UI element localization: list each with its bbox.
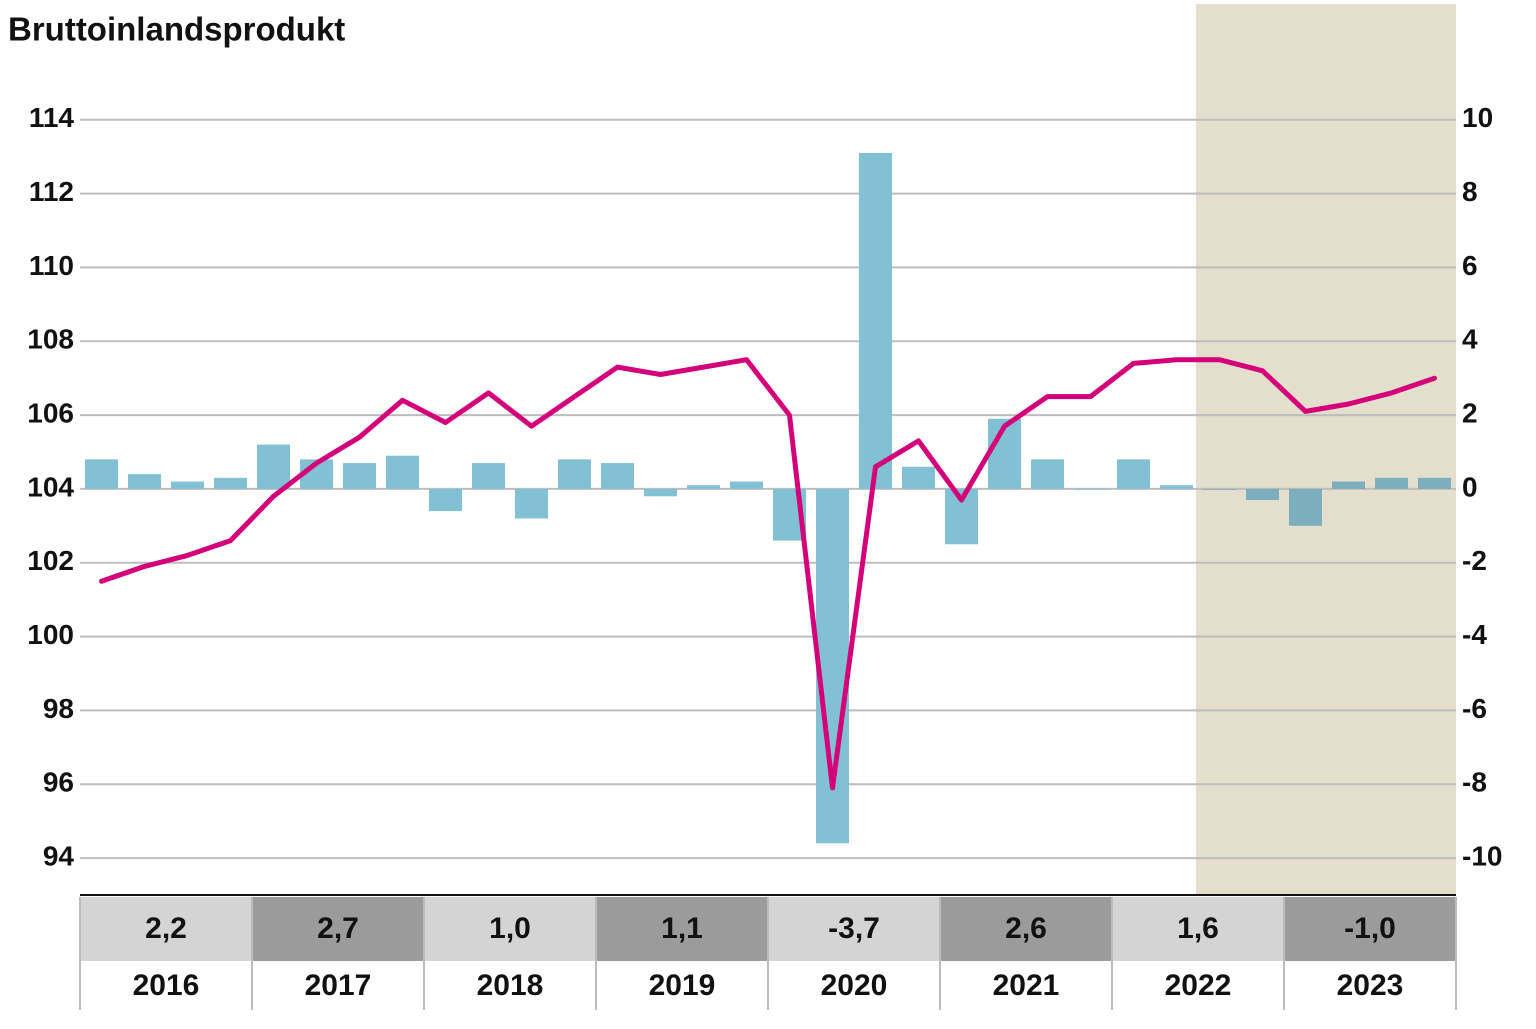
annual-value-label: 1,6 — [1177, 912, 1219, 945]
bar — [429, 488, 462, 512]
bar — [730, 481, 763, 489]
annual-value-label: -3,7 — [828, 912, 880, 945]
y2-tick-label: -8 — [1462, 767, 1487, 798]
line — [99, 357, 1437, 791]
bar — [1418, 477, 1451, 489]
year-label: 2016 — [133, 969, 200, 1002]
bar — [902, 466, 935, 489]
bar — [1203, 488, 1236, 490]
y-tick-label: 94 — [43, 840, 75, 871]
annual-value-label: 2,7 — [317, 912, 359, 945]
y2-tick-label: 8 — [1462, 176, 1478, 207]
y-tick-label: 108 — [27, 324, 74, 355]
bar — [1031, 459, 1064, 489]
year-label: 2023 — [1337, 969, 1404, 1002]
bar — [1246, 488, 1279, 500]
bar — [687, 485, 720, 489]
bar — [1074, 488, 1107, 490]
annual-cell — [1112, 897, 1284, 961]
bar — [85, 459, 118, 489]
bar — [343, 463, 376, 489]
y2-tick-label: -4 — [1462, 619, 1487, 650]
year-label: 2022 — [1165, 969, 1232, 1002]
chart-title: Bruttoinlandsprodukt — [8, 11, 345, 48]
bar — [1160, 485, 1193, 489]
y-tick-label: 112 — [29, 176, 74, 207]
y2-tick-label: 0 — [1462, 471, 1478, 502]
annual-value-label: -1,0 — [1344, 912, 1396, 945]
annual-cell — [80, 897, 252, 961]
forecast-shading — [1196, 4, 1456, 895]
bar — [1289, 488, 1322, 526]
bar — [257, 444, 290, 489]
y2-tick-label: 2 — [1462, 397, 1478, 428]
y2-tick-label: -2 — [1462, 545, 1487, 576]
bar — [1117, 459, 1150, 489]
annual-cell — [596, 897, 768, 961]
year-label: 2019 — [649, 969, 716, 1002]
y-tick-label: 98 — [43, 693, 74, 724]
y-tick-label: 102 — [27, 545, 74, 576]
y2-tick-label: -10 — [1462, 840, 1502, 871]
year-label: 2017 — [305, 969, 372, 1002]
annual-value-label: 1,0 — [489, 912, 531, 945]
annual-cell — [768, 897, 940, 961]
y-tick-label: 106 — [27, 397, 74, 428]
y2-tick-label: 4 — [1462, 324, 1478, 355]
bar — [472, 463, 505, 489]
y-tick-label: 110 — [29, 250, 74, 281]
bar — [128, 474, 161, 489]
annual-value-label: 2,2 — [145, 912, 187, 945]
y-tick-label: 100 — [27, 619, 74, 650]
annual-cell — [1284, 897, 1456, 961]
bar — [515, 488, 548, 519]
bar — [601, 463, 634, 489]
bar — [386, 455, 419, 489]
y2-tick-label: -6 — [1462, 693, 1487, 724]
bar — [558, 459, 591, 489]
y-tick-label: 96 — [43, 767, 74, 798]
bar — [859, 152, 892, 489]
bar — [1375, 477, 1408, 489]
y2-tick-label: 6 — [1462, 250, 1478, 281]
annual-value-label: 2,6 — [1005, 912, 1047, 945]
annual-cell — [252, 897, 424, 961]
bar — [214, 477, 247, 489]
y-tick-label: 104 — [27, 471, 74, 502]
year-label: 2018 — [477, 969, 544, 1002]
annual-value-label: 1,1 — [661, 912, 703, 945]
annual-cell — [424, 897, 596, 961]
year-label: 2021 — [993, 969, 1060, 1002]
y2-tick-label: 10 — [1462, 102, 1493, 133]
bar — [1332, 481, 1365, 489]
year-label: 2020 — [821, 969, 888, 1002]
annual-cell — [940, 897, 1112, 961]
y-tick-label: 114 — [29, 102, 75, 133]
bar — [171, 481, 204, 489]
bar — [644, 488, 677, 497]
